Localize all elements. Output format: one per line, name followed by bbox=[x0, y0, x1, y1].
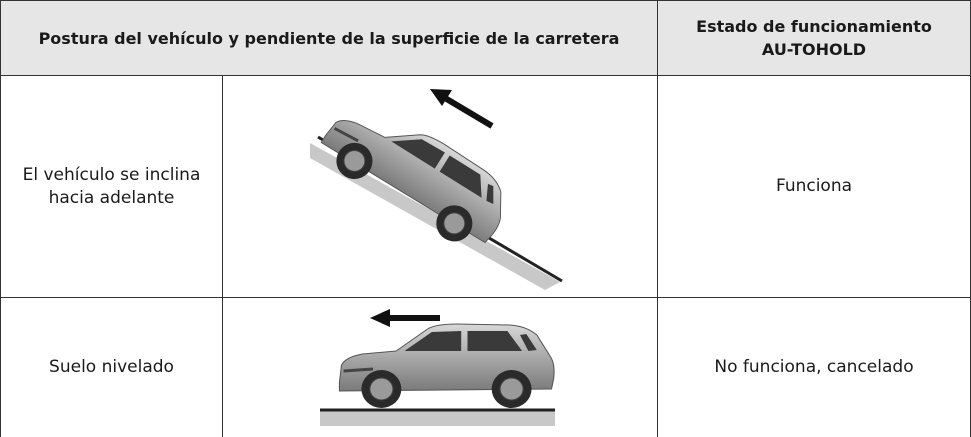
cell: Suelo nivelado bbox=[1, 298, 222, 437]
cell: No funciona, cancelado bbox=[658, 298, 970, 437]
slope-illustration bbox=[310, 87, 563, 290]
border bbox=[657, 0, 658, 437]
header-cell: Estado de funcionamiento AU-TOHOLD bbox=[658, 1, 970, 75]
cell: Funciona bbox=[658, 76, 970, 297]
border bbox=[0, 297, 971, 298]
header-text: Estado de funcionamiento AU-TOHOLD bbox=[696, 17, 932, 59]
header-cell: Postura del vehículo y pendiente de la s… bbox=[1, 1, 657, 75]
header-text: Postura del vehículo y pendiente de la s… bbox=[38, 28, 620, 48]
cell-text: Funciona bbox=[775, 176, 853, 196]
level-illustration bbox=[320, 309, 556, 426]
border bbox=[0, 0, 971, 1]
cell-text: Suelo nivelado bbox=[49, 357, 174, 377]
cell: El vehículo se inclina hacia adelante bbox=[1, 76, 222, 297]
border bbox=[0, 75, 971, 76]
border bbox=[222, 76, 223, 437]
cell-text: El vehículo se inclina hacia adelante bbox=[22, 164, 201, 208]
border bbox=[0, 0, 1, 437]
cell-text: No funciona, cancelado bbox=[714, 357, 914, 377]
